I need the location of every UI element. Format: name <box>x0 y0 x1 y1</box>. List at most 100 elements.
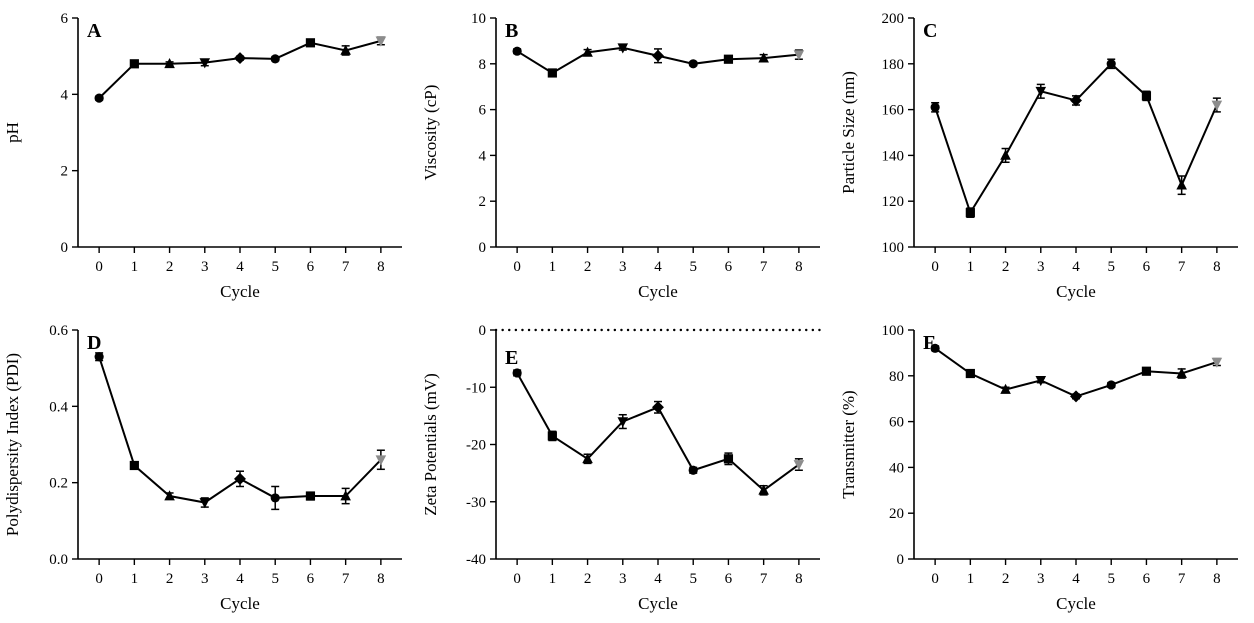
axes-E <box>495 329 820 560</box>
y-tick-label: 40 <box>889 460 904 476</box>
error-bars <box>931 58 1221 218</box>
x-tick-label: 2 <box>584 259 592 275</box>
x-tick-label: 3 <box>619 259 627 275</box>
y-tick-label: 0.0 <box>49 552 68 568</box>
data-point-cycle-0 <box>930 102 940 112</box>
x-tick-label: 1 <box>549 259 557 275</box>
x-tick-label: 5 <box>689 571 697 587</box>
x-tick-label: 8 <box>1213 571 1221 587</box>
y-tick-label: 0.4 <box>49 399 68 415</box>
x-tick-label: 8 <box>795 571 803 587</box>
x-tick-label: 5 <box>271 571 279 587</box>
x-tick-label: 3 <box>201 571 209 587</box>
y-tick-label: 140 <box>882 148 905 164</box>
markers <box>512 367 805 495</box>
data-point-cycle-3 <box>199 497 211 508</box>
y-tick-label: 120 <box>882 194 905 210</box>
y-axis-label: Transmitter (%) <box>839 390 858 498</box>
x-tick-label: 8 <box>377 571 385 587</box>
x-tick-label: 1 <box>549 571 557 587</box>
panel-A: 0 1 2 3 4 5 6 7 8 0 2 4 6 Cycle pH A <box>0 0 418 311</box>
x-tick-label: 1 <box>967 571 975 587</box>
data-point-cycle-5 <box>270 54 280 64</box>
data-point-cycle-1 <box>129 460 139 470</box>
x-tick-label: 6 <box>725 571 733 587</box>
x-tick-label: 6 <box>1143 571 1151 587</box>
panel-label: C <box>923 20 937 42</box>
data-point-cycle-2 <box>1000 383 1011 394</box>
series-line <box>934 62 1218 215</box>
x-tick-label: 8 <box>1213 259 1221 275</box>
y-axis-label: Particle Size (nm) <box>839 71 858 194</box>
data-point-cycle-5 <box>1106 59 1116 69</box>
y-tick-label: 180 <box>882 57 905 73</box>
data-point-cycle-2 <box>582 46 593 57</box>
y-tick-label: 100 <box>882 323 905 339</box>
y-tick-label: 0 <box>897 552 905 568</box>
y-axis-label: Zeta Potentials (mV) <box>421 373 440 516</box>
data-point-cycle-7 <box>340 44 351 55</box>
data-point-cycle-4 <box>1070 389 1082 402</box>
chart-C: 0 1 2 3 4 5 6 7 8 100 120 140 160 180 200 Cycle Particle… <box>839 11 1238 301</box>
x-tick-label: 7 <box>1178 259 1186 275</box>
x-tick-label: 1 <box>131 571 139 587</box>
y-tick-label: 0 <box>479 323 487 339</box>
x-tick-label: 8 <box>377 259 385 275</box>
x-tick-label: 0 <box>95 571 103 587</box>
x-tick-label: 3 <box>1037 259 1045 275</box>
data-point-cycle-2 <box>164 58 175 69</box>
data-point-cycle-1 <box>547 430 557 441</box>
series-line <box>934 347 1218 397</box>
data-point-cycle-6 <box>305 490 316 501</box>
x-axis-label: Cycle <box>638 594 678 613</box>
x-tick-label: 6 <box>307 571 315 587</box>
data-point-cycle-2 <box>164 489 175 500</box>
x-tick-label: 3 <box>1037 571 1045 587</box>
panel-B: 0 1 2 3 4 5 6 7 8 0 2 4 6 8 10 Cycle Viscosity (cP) B <box>418 0 836 311</box>
data-point-cycle-7 <box>758 484 769 495</box>
chart-D: 0 1 2 3 4 5 6 7 8 0.0 0.2 0.4 0.6 Cycle Polydispersity… <box>3 323 402 613</box>
data-point-cycle-0 <box>930 343 940 353</box>
x-tick-label: 5 <box>1107 259 1115 275</box>
y-tick-label: -40 <box>466 552 486 568</box>
data-point-cycle-2 <box>582 452 593 463</box>
y-tick-label: 100 <box>882 240 905 256</box>
error-bars <box>95 351 385 510</box>
y-tick-label: 20 <box>889 506 904 522</box>
y-tick-label: 0.2 <box>49 475 68 491</box>
x-tick-label: 0 <box>513 571 521 587</box>
series-line <box>98 39 382 99</box>
x-tick-label: 6 <box>307 259 315 275</box>
x-axis-label: Cycle <box>1056 594 1096 613</box>
data-point-cycle-5 <box>1106 379 1116 390</box>
x-tick-label: 1 <box>967 259 975 275</box>
x-tick-label: 5 <box>689 259 697 275</box>
x-tick-label: 7 <box>760 571 768 587</box>
y-tick-label: 160 <box>882 103 905 119</box>
data-point-cycle-1 <box>129 59 139 69</box>
data-point-cycle-8 <box>375 36 387 47</box>
data-point-cycle-6 <box>723 453 734 463</box>
data-point-cycle-8 <box>375 454 387 466</box>
data-point-cycle-0 <box>94 351 104 361</box>
data-point-cycle-4 <box>652 49 664 62</box>
x-tick-label: 5 <box>271 259 279 275</box>
data-point-cycle-5 <box>688 59 698 69</box>
x-tick-label: 2 <box>1002 259 1010 275</box>
x-tick-label: 7 <box>1178 571 1186 587</box>
x-tick-label: 4 <box>236 259 244 275</box>
x-tick-label: 1 <box>131 259 139 275</box>
markers <box>512 43 805 78</box>
x-tick-label: 2 <box>1002 571 1010 587</box>
y-tick-label: 8 <box>479 57 487 73</box>
y-tick-label: 4 <box>479 148 487 164</box>
panel-label: D <box>87 332 101 354</box>
y-tick-label: 6 <box>61 11 69 27</box>
error-bars <box>95 36 385 101</box>
panel-label: B <box>505 20 518 42</box>
y-tick-label: 80 <box>889 368 904 384</box>
y-tick-label: 4 <box>61 87 69 103</box>
panel-label: E <box>505 347 518 369</box>
y-tick-label: 0 <box>61 240 69 256</box>
chart-A: 0 1 2 3 4 5 6 7 8 0 2 4 6 Cycle pH A <box>3 11 402 301</box>
